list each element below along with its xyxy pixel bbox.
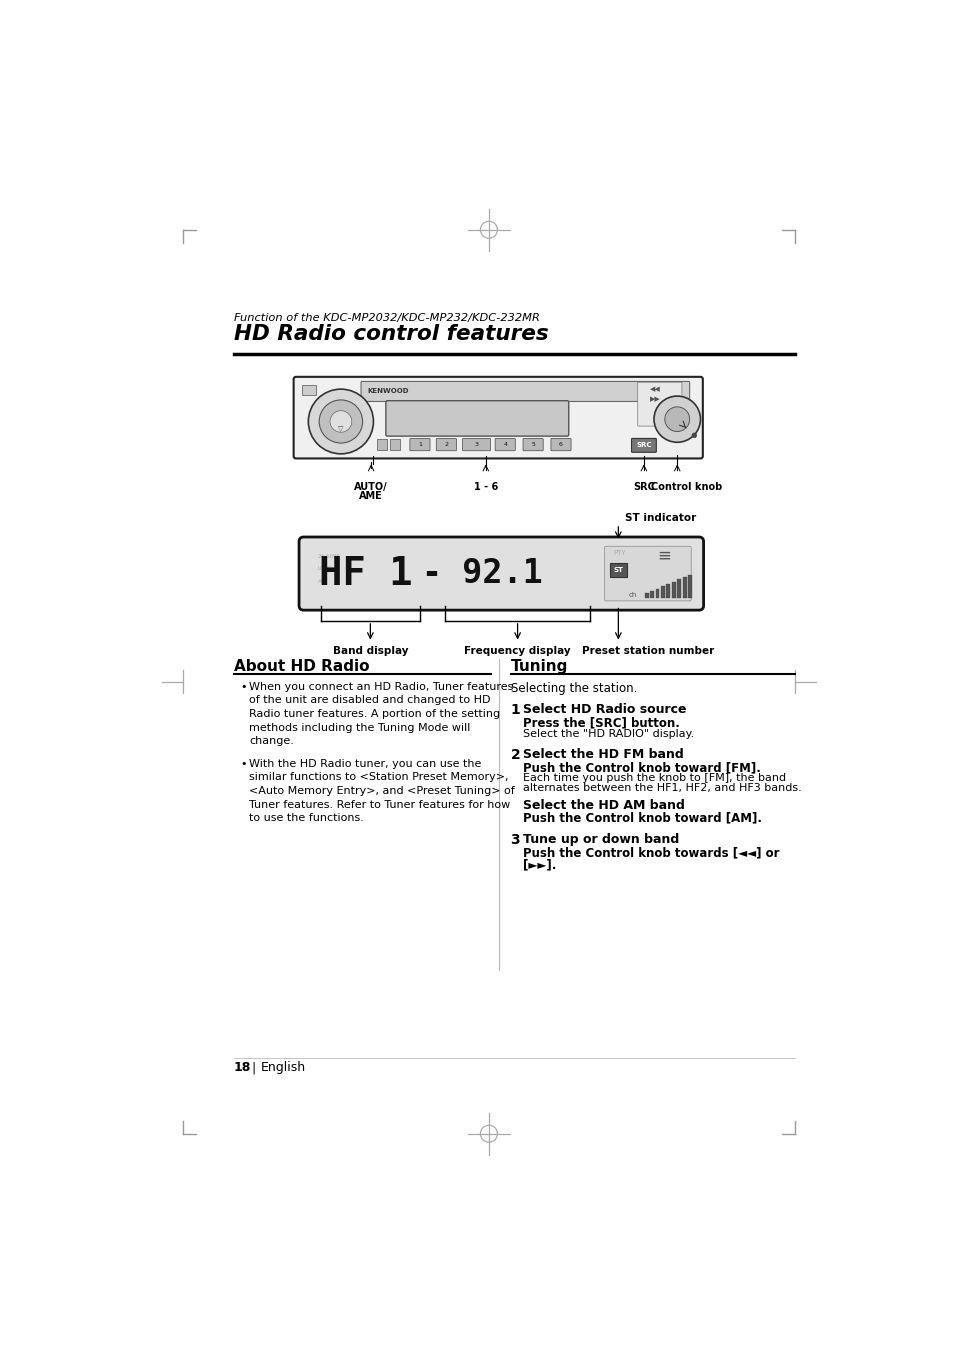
FancyBboxPatch shape <box>298 537 703 610</box>
Text: Each time you push the knob to [FM], the band: Each time you push the knob to [FM], the… <box>522 774 785 783</box>
Text: Tune up or down band: Tune up or down band <box>522 833 679 846</box>
Text: 2: 2 <box>510 748 519 761</box>
Bar <box>649 591 654 598</box>
Text: About HD Radio: About HD Radio <box>233 659 369 674</box>
Text: SRC: SRC <box>636 443 651 448</box>
Circle shape <box>654 396 700 443</box>
Text: ch: ch <box>628 591 637 598</box>
Text: 1: 1 <box>417 441 421 447</box>
Text: HD Radio control features: HD Radio control features <box>233 324 548 344</box>
Circle shape <box>319 400 362 443</box>
Bar <box>682 576 686 598</box>
Text: Push the Control knob towards [◄◄] or: Push the Control knob towards [◄◄] or <box>522 846 779 860</box>
Text: •: • <box>240 682 247 691</box>
Text: Select HD Radio source: Select HD Radio source <box>522 703 686 717</box>
Text: 3: 3 <box>510 833 519 848</box>
Bar <box>644 593 648 598</box>
Text: alternates between the HF1, HF2, and HF3 bands.: alternates between the HF1, HF2, and HF3… <box>522 783 801 792</box>
Text: ▶▶: ▶▶ <box>650 396 660 402</box>
Text: Select the HD AM band: Select the HD AM band <box>522 799 684 811</box>
Text: •: • <box>240 759 247 768</box>
Circle shape <box>691 433 696 437</box>
Text: Control knob: Control knob <box>650 482 721 491</box>
FancyBboxPatch shape <box>436 439 456 451</box>
Circle shape <box>308 389 373 454</box>
Text: When you connect an HD Radio, Tuner features
of the unit are disabled and change: When you connect an HD Radio, Tuner feat… <box>249 682 514 747</box>
Bar <box>666 585 670 598</box>
FancyBboxPatch shape <box>410 439 430 451</box>
Text: ST: ST <box>613 567 622 574</box>
FancyBboxPatch shape <box>550 439 571 451</box>
Bar <box>677 579 680 598</box>
Text: Select the "HD RADIO" display.: Select the "HD RADIO" display. <box>522 729 694 738</box>
Text: PTY: PTY <box>613 551 626 556</box>
Bar <box>687 575 691 598</box>
Text: ST indicator: ST indicator <box>625 513 696 522</box>
FancyBboxPatch shape <box>637 382 681 427</box>
Text: - 92.1: - 92.1 <box>421 558 541 590</box>
Text: Frequency display: Frequency display <box>464 645 570 656</box>
FancyBboxPatch shape <box>495 439 515 451</box>
Text: ATT: ATT <box>317 579 327 583</box>
Text: 1: 1 <box>510 703 519 717</box>
Text: English: English <box>260 1061 305 1075</box>
Text: Band display: Band display <box>333 645 408 656</box>
Text: Tuning: Tuning <box>510 659 567 674</box>
Text: 2: 2 <box>444 441 448 447</box>
Bar <box>377 439 386 450</box>
Text: KENWOOD: KENWOOD <box>367 389 408 394</box>
Text: LOUD: LOUD <box>317 566 333 571</box>
Bar <box>671 582 675 598</box>
Text: AME: AME <box>359 491 382 501</box>
Text: 1 - 6: 1 - 6 <box>474 482 497 491</box>
FancyBboxPatch shape <box>604 547 691 601</box>
Text: SRC: SRC <box>633 482 654 491</box>
Text: ≡: ≡ <box>657 547 670 564</box>
Text: 4: 4 <box>502 441 507 447</box>
Circle shape <box>330 410 352 432</box>
Text: Function of the KDC-MP2032/KDC-MP232/KDC-232MR: Function of the KDC-MP2032/KDC-MP232/KDC… <box>233 313 539 323</box>
FancyBboxPatch shape <box>302 385 315 394</box>
Text: [►►].: [►►]. <box>522 859 556 872</box>
Text: Press the [SRC] button.: Press the [SRC] button. <box>522 717 679 729</box>
Bar <box>390 439 399 450</box>
Text: ◀◀: ◀◀ <box>650 386 660 391</box>
Text: Selecting the station.: Selecting the station. <box>510 682 637 695</box>
FancyBboxPatch shape <box>360 382 689 401</box>
Text: Select the HD FM band: Select the HD FM band <box>522 748 683 761</box>
FancyBboxPatch shape <box>385 401 568 436</box>
FancyBboxPatch shape <box>609 563 626 576</box>
Text: |: | <box>251 1061 255 1075</box>
FancyBboxPatch shape <box>294 377 702 459</box>
Text: Push the Control knob toward [AM].: Push the Control knob toward [AM]. <box>522 811 761 825</box>
FancyBboxPatch shape <box>631 439 656 452</box>
Text: 6: 6 <box>558 441 562 447</box>
Text: 24-5095: 24-5095 <box>317 554 340 559</box>
FancyBboxPatch shape <box>462 439 490 451</box>
Text: Push the Control knob toward [FM].: Push the Control knob toward [FM]. <box>522 761 760 774</box>
Text: 3: 3 <box>474 441 478 447</box>
Text: HF 1: HF 1 <box>318 555 412 593</box>
Text: With the HD Radio tuner, you can use the
similar functions to <Station Preset Me: With the HD Radio tuner, you can use the… <box>249 759 515 824</box>
Text: Preset station number: Preset station number <box>581 645 713 656</box>
Bar <box>660 586 664 598</box>
Bar <box>655 589 659 598</box>
Text: 5: 5 <box>531 441 535 447</box>
Text: AUTO/: AUTO/ <box>354 482 388 491</box>
Text: 18: 18 <box>233 1061 251 1075</box>
Circle shape <box>664 406 689 432</box>
FancyBboxPatch shape <box>522 439 542 451</box>
Text: ▽: ▽ <box>338 427 343 432</box>
